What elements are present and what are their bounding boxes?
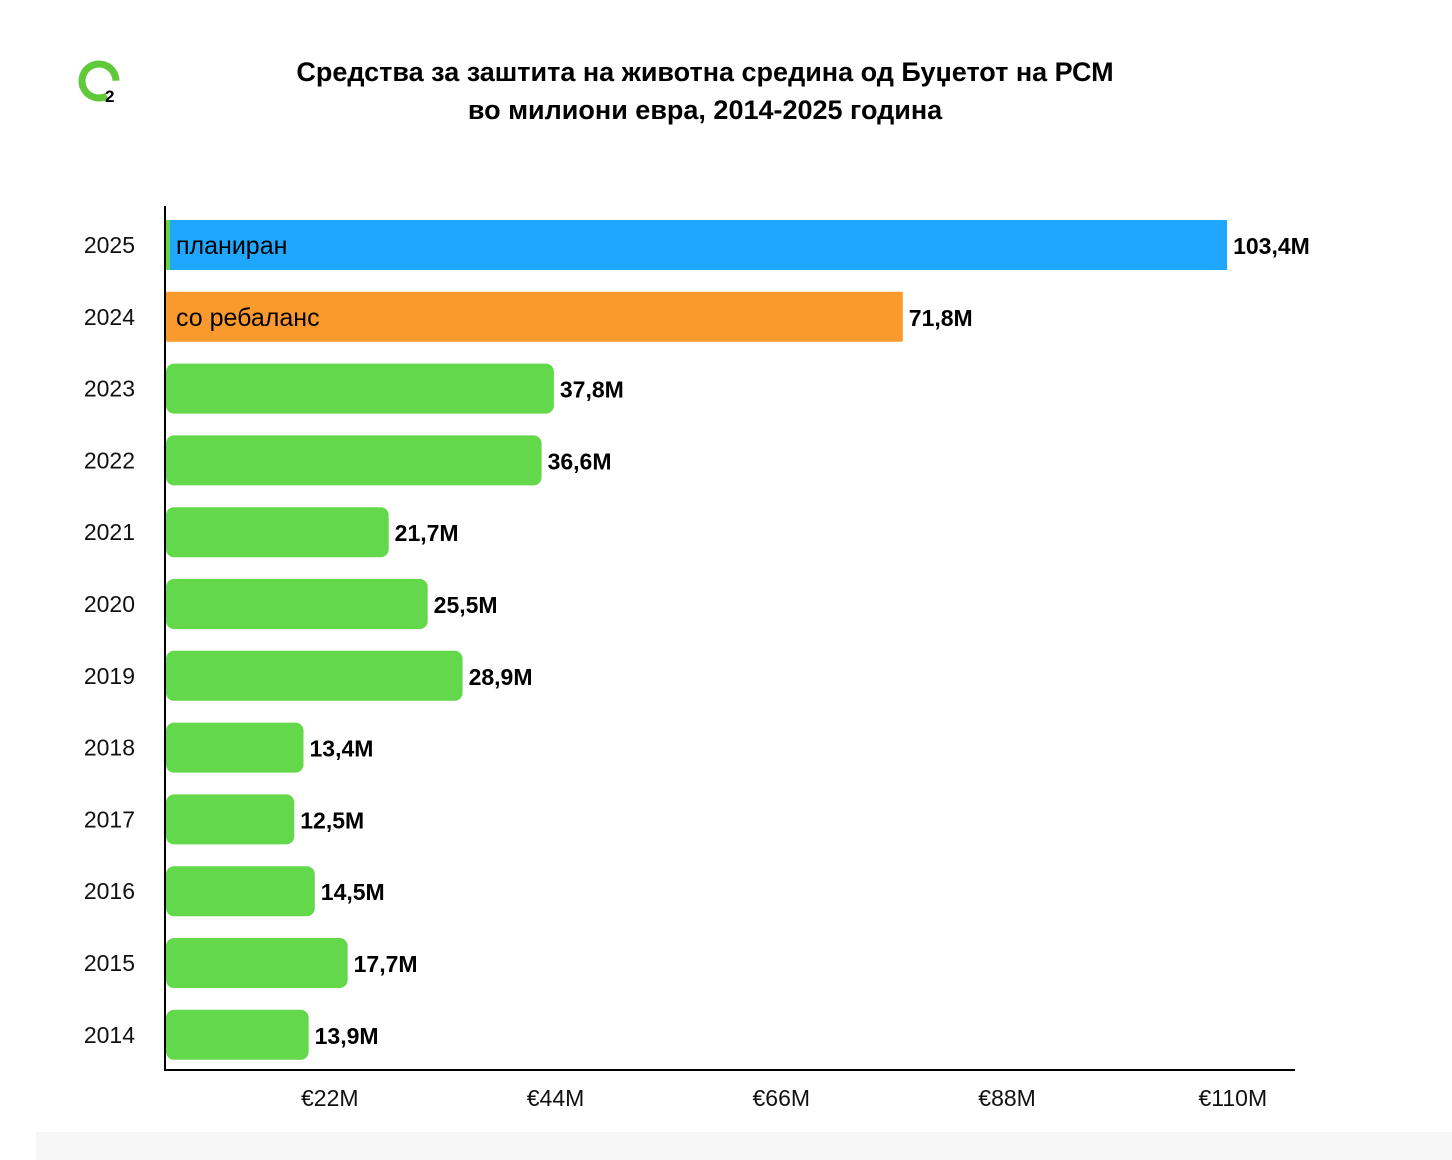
bar-2014 <box>166 1009 309 1060</box>
bar-2016 <box>166 866 315 917</box>
value-label-2014: 13,9M <box>315 1023 379 1049</box>
bar-2024 <box>166 291 903 342</box>
bar-2019 <box>166 650 463 701</box>
x-tick-label-110: €110M <box>1199 1085 1268 1111</box>
value-label-2024: 71,8M <box>909 305 973 331</box>
value-label-2025: 103,4M <box>1233 233 1310 259</box>
value-label-2015: 17,7M <box>354 951 418 977</box>
bar-2017 <box>166 794 295 845</box>
y-tick-label-2024: 2024 <box>84 304 135 330</box>
footer-strip <box>36 1132 1452 1160</box>
chart-title-line-2: во милиони евра, 2014-2025 година <box>467 95 943 125</box>
y-tick-label-2025: 2025 <box>84 232 135 258</box>
x-tick-label-22: €22M <box>301 1085 359 1111</box>
o2-logo-icon: 2 <box>78 60 120 106</box>
logo-digit: 2 <box>105 87 114 106</box>
y-tick-label-2015: 2015 <box>84 950 135 976</box>
bar-2025 <box>166 220 1228 270</box>
value-label-2023: 37,8M <box>560 377 624 403</box>
y-tick-label-2021: 2021 <box>84 519 135 545</box>
value-label-2021: 21,7M <box>395 520 459 546</box>
y-tick-label-2017: 2017 <box>84 806 135 832</box>
y-tick-label-2018: 2018 <box>84 735 135 761</box>
x-tick-label-66: €66M <box>753 1085 811 1111</box>
value-label-2017: 12,5M <box>300 807 364 833</box>
bar-2020 <box>166 579 428 629</box>
bar-inner-label-2025: планиран <box>176 232 287 260</box>
y-tick-label-2019: 2019 <box>84 663 135 689</box>
x-tick-label-44: €44M <box>527 1085 585 1111</box>
value-label-2016: 14,5M <box>321 879 385 905</box>
y-tick-label-2016: 2016 <box>84 878 135 904</box>
x-tick-label-88: €88M <box>978 1085 1036 1111</box>
bar-2015 <box>166 938 348 988</box>
bar-2022 <box>166 435 542 486</box>
y-tick-label-2022: 2022 <box>84 447 135 473</box>
value-label-2020: 25,5M <box>434 592 498 618</box>
y-tick-label-2020: 2020 <box>84 591 135 617</box>
bar-inner-label-2024: со ребаланс <box>176 304 320 332</box>
bar-2018 <box>166 722 304 773</box>
value-label-2019: 28,9M <box>469 664 533 690</box>
y-tick-label-2023: 2023 <box>84 376 135 402</box>
bar-2021 <box>166 507 389 558</box>
y-tick-label-2014: 2014 <box>84 1022 135 1048</box>
bar-2025-start-marker <box>166 220 170 270</box>
chart-title-line-1: Средства за заштита на животна средина о… <box>296 57 1114 87</box>
bar-2023 <box>166 363 554 414</box>
value-label-2022: 36,6M <box>548 448 612 474</box>
value-label-2018: 13,4M <box>310 736 374 762</box>
